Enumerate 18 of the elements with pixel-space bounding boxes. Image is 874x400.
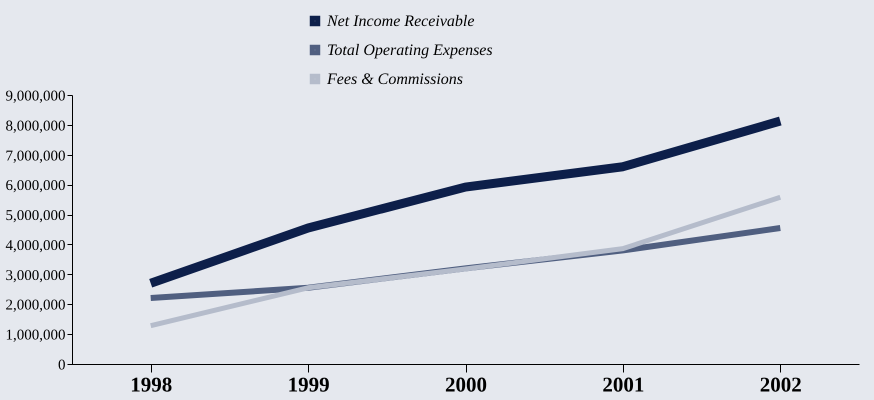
x-tick-label: 2000 <box>445 372 487 396</box>
y-tick-label: 6,000,000 <box>6 178 66 194</box>
y-tick-label: 7,000,000 <box>6 148 66 164</box>
y-tick-label: 1,000,000 <box>6 328 66 344</box>
legend-label: Net Income Receivable <box>326 13 474 30</box>
y-tick-label: 9,000,000 <box>6 88 66 104</box>
y-tick-label: 3,000,000 <box>6 268 66 284</box>
y-tick-label: 8,000,000 <box>6 118 66 134</box>
legend-label: Total Operating Expenses <box>327 42 493 59</box>
y-tick-label: 2,000,000 <box>6 298 66 314</box>
y-tick-label: 0 <box>58 358 66 374</box>
legend-label: Fees & Commissions <box>326 71 463 88</box>
x-tick-label: 2002 <box>760 372 802 396</box>
x-tick-label: 1998 <box>130 372 172 396</box>
x-tick-label: 1999 <box>288 372 330 396</box>
y-tick-label: 4,000,000 <box>6 238 66 254</box>
y-tick-label: 5,000,000 <box>6 208 66 224</box>
x-tick-label: 2001 <box>602 372 644 396</box>
